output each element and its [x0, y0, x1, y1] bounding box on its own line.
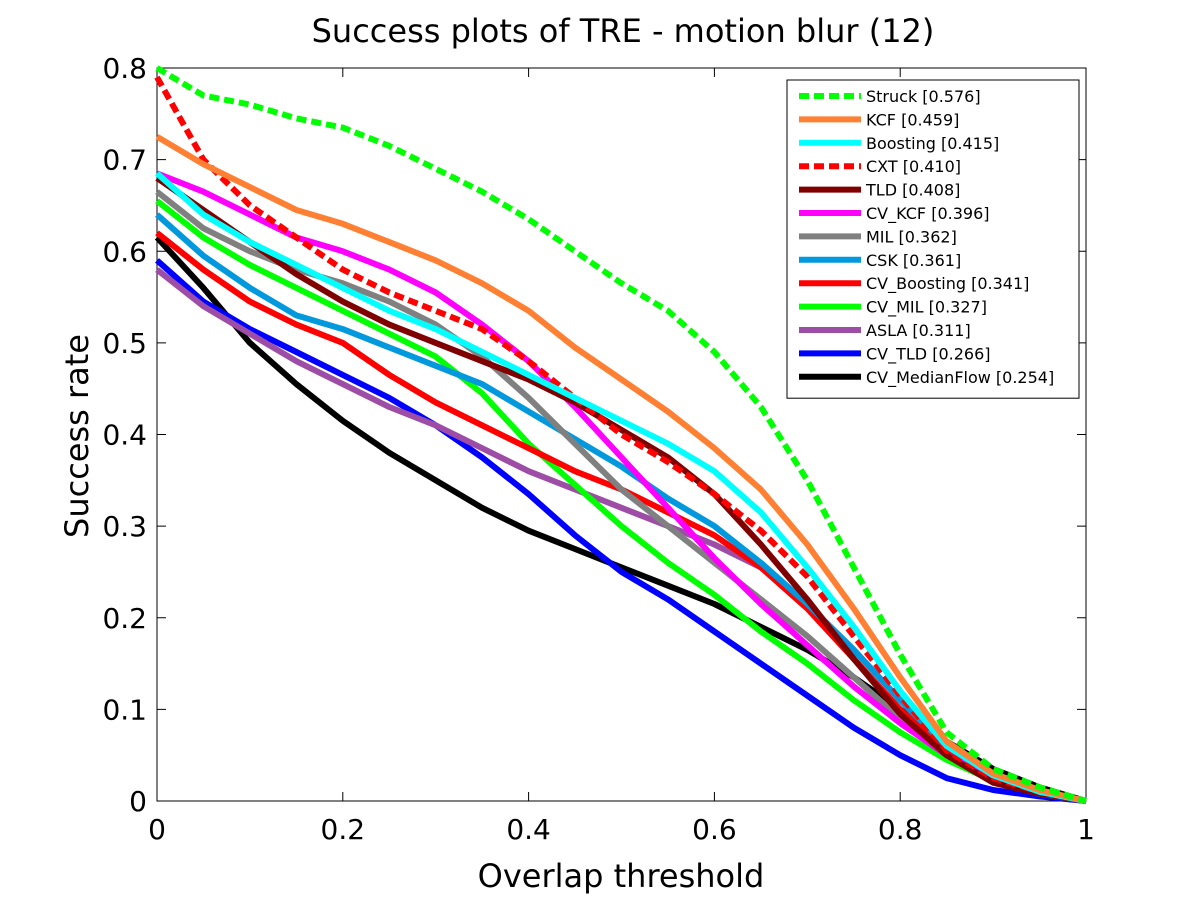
legend-entry-label: Struck [0.576]	[866, 87, 981, 106]
legend-entry-label: CV_Boosting [0.341]	[866, 274, 1029, 294]
legend-entry-label: CV_KCF [0.396]	[866, 204, 989, 224]
legend-entry-label: MIL [0.362]	[866, 227, 957, 246]
plot-area: 0 0.2 0.4 0.6 0.8 1 0 0.1 0.2 0.3 0.4 0.5 0.6 0.7 0.8 S…	[102, 52, 1094, 846]
legend-entry-label: ASLA [0.311]	[866, 321, 971, 340]
x-axis-title: Overlap threshold	[478, 857, 765, 895]
x-tick-label: 1	[1077, 813, 1095, 846]
legend-entry-label: Boosting [0.415]	[866, 134, 999, 153]
legend-entry-label: TLD [0.408]	[865, 181, 960, 200]
series-line-9	[155, 198, 1087, 804]
x-tick-label: 0	[148, 813, 166, 846]
series-line-11	[155, 258, 1087, 804]
x-tick-label: 0.6	[692, 813, 737, 846]
y-tick-label: 0.5	[102, 327, 147, 360]
y-tick-label: 0.6	[102, 235, 147, 268]
x-tick-label: 0.2	[321, 813, 366, 846]
y-axis-title: Success rate	[58, 334, 96, 538]
y-tick-label: 0.7	[102, 144, 147, 177]
series-line-1	[155, 134, 1087, 804]
y-tick-label: 0	[129, 785, 147, 818]
legend-entry-label: CV_MIL [0.327]	[866, 298, 987, 318]
legend-entry-label: CSK [0.361]	[866, 251, 961, 270]
legend-entry-label: CV_MedianFlow [0.254]	[866, 368, 1054, 388]
legend-entry-label: CXT [0.410]	[866, 157, 961, 176]
y-tick-label: 0.8	[102, 52, 147, 85]
series-line-2	[155, 171, 1087, 804]
series-line-0	[155, 65, 1087, 804]
series-line-4	[155, 175, 1087, 804]
y-tick-label: 0.2	[102, 602, 147, 635]
legend: Struck [0.576] KCF [0.459] Boosting [0.415…	[786, 79, 1080, 399]
legend-entry-label: CV_TLD [0.266]	[866, 344, 991, 364]
y-tick-label: 0.1	[102, 693, 147, 726]
chart-title: Success plots of TRE - motion blur (12)	[312, 12, 935, 50]
x-tick-label: 0.4	[506, 813, 551, 846]
x-tick-label: 0.8	[878, 813, 923, 846]
legend-entry-label: KCF [0.459]	[866, 110, 959, 129]
y-tick-label: 0.4	[102, 419, 147, 452]
y-tick-label: 0.3	[102, 510, 147, 543]
